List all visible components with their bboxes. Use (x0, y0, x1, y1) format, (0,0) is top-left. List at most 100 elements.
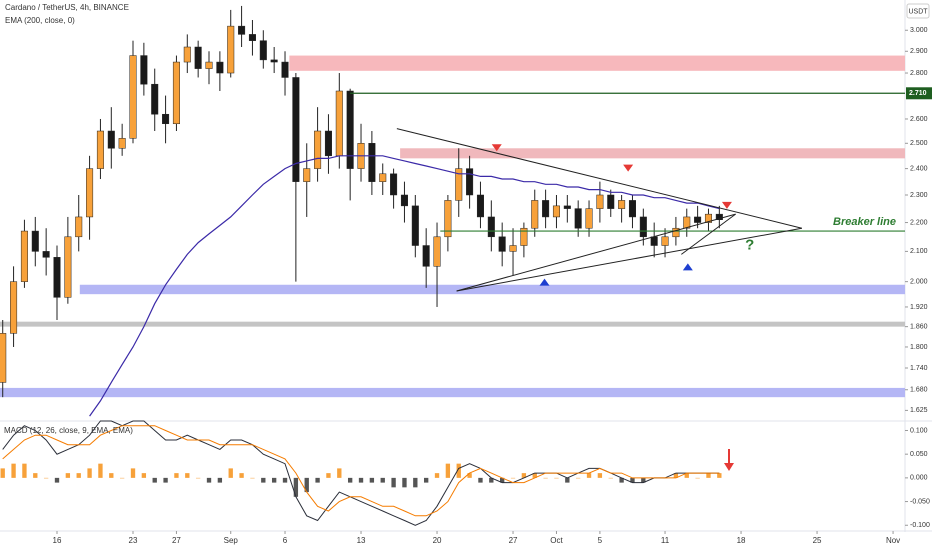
candle-body (694, 216, 702, 223)
macd-histogram (261, 477, 266, 483)
candle-body (639, 216, 647, 238)
signal-marker (539, 278, 550, 286)
macd-histogram (326, 473, 331, 478)
x-tick-label: Nov (886, 536, 900, 545)
zone (289, 55, 906, 71)
macd-histogram (543, 477, 548, 479)
x-tick-label: 11 (661, 536, 670, 545)
candle-body (31, 230, 39, 252)
candle-body (487, 216, 495, 238)
macd-histogram (304, 477, 309, 493)
candle-body (194, 46, 202, 69)
x-tick-label: 23 (129, 536, 138, 545)
x-tick-label: Sep (224, 536, 239, 545)
zone (79, 284, 905, 295)
candle-body (129, 55, 137, 139)
x-tick-label: 5 (598, 536, 603, 545)
currency-box[interactable] (906, 3, 930, 19)
y-tick-label: 1.625 (910, 407, 928, 414)
candle-body (238, 25, 246, 35)
candle-body (10, 281, 18, 334)
candle-body (20, 230, 28, 282)
macd-histogram (282, 477, 288, 483)
candle-body (509, 245, 517, 252)
macd-histogram (369, 477, 375, 483)
y-tick-label: 2.000 (910, 278, 928, 285)
x-tick-label: 25 (813, 536, 822, 545)
candle-body (411, 205, 419, 246)
candle-body (248, 34, 256, 41)
indicator-title: EMA (200, close, 0) (5, 16, 75, 25)
y-tick-label: 1.740 (910, 365, 928, 372)
macd-histogram (33, 473, 38, 478)
macd-histogram (684, 473, 689, 478)
candle-body (455, 168, 463, 201)
macd-histogram (217, 477, 223, 483)
macd-histogram (467, 473, 472, 478)
candle-body (151, 83, 159, 115)
candle-body (216, 61, 224, 74)
candle-body (107, 130, 115, 149)
candle-body (292, 77, 300, 182)
macd-title: MACD (12, 26, close, 9, EMA, EMA) (4, 426, 133, 435)
macd-histogram (130, 468, 136, 478)
y-tick-label: 2.400 (910, 165, 928, 172)
macd-histogram (141, 473, 147, 478)
y-tick-label: 3.000 (910, 27, 928, 34)
x-tick-label: 20 (433, 536, 442, 545)
macd-histogram (586, 473, 592, 478)
macd-histogram (391, 477, 396, 488)
macd-histogram (608, 477, 613, 479)
macd-histogram (358, 477, 364, 483)
y-tick-label: 2.100 (910, 248, 928, 255)
macd-histogram (347, 477, 353, 483)
y-tick-label: 2.200 (910, 219, 928, 226)
signal-line (2, 425, 720, 517)
candle-body (618, 200, 626, 209)
macd-histogram (673, 473, 679, 478)
macd-histogram (565, 477, 570, 483)
candle-body (596, 194, 604, 209)
price-label: 2.710 (909, 90, 927, 97)
candle-body (205, 61, 213, 69)
macd-y-tick-label: 0.000 (910, 475, 928, 482)
candle-body (661, 236, 669, 246)
macd-histogram (22, 463, 27, 478)
x-tick-label: 16 (53, 536, 62, 545)
x-tick-label: Oct (550, 536, 563, 545)
candle-body (672, 227, 680, 238)
candle-body (422, 245, 430, 267)
macd-histogram (445, 463, 451, 478)
macd-histogram (337, 468, 342, 478)
macd-histogram (619, 477, 624, 483)
zone (0, 321, 905, 327)
macd-histogram (706, 473, 711, 478)
candle-body (466, 168, 474, 196)
candle-body (498, 236, 506, 252)
candle-body (0, 333, 7, 383)
candle-body (704, 213, 712, 223)
candle-body (172, 61, 180, 125)
candle-body (400, 194, 408, 207)
x-tick-label: 6 (283, 536, 288, 545)
signal-marker (623, 164, 634, 172)
macd-histogram (54, 477, 60, 483)
candle-body (227, 25, 235, 74)
macd-histogram (206, 477, 212, 483)
macd-histogram (630, 477, 635, 483)
macd-histogram (76, 473, 81, 478)
signal-marker (491, 144, 502, 152)
candle-body (552, 205, 560, 218)
macd-histogram (293, 477, 299, 497)
y-tick-label: 1.680 (910, 387, 928, 394)
macd-histogram (185, 473, 190, 478)
x-tick-label: 27 (172, 536, 181, 545)
x-tick-label: 27 (509, 536, 518, 545)
breaker-label: Breaker line (833, 216, 896, 228)
macd-histogram (478, 477, 483, 483)
plot (0, 5, 906, 526)
y-tick-label: 1.800 (910, 344, 928, 351)
annotation: ? (745, 236, 754, 253)
macd-histogram (380, 477, 385, 483)
